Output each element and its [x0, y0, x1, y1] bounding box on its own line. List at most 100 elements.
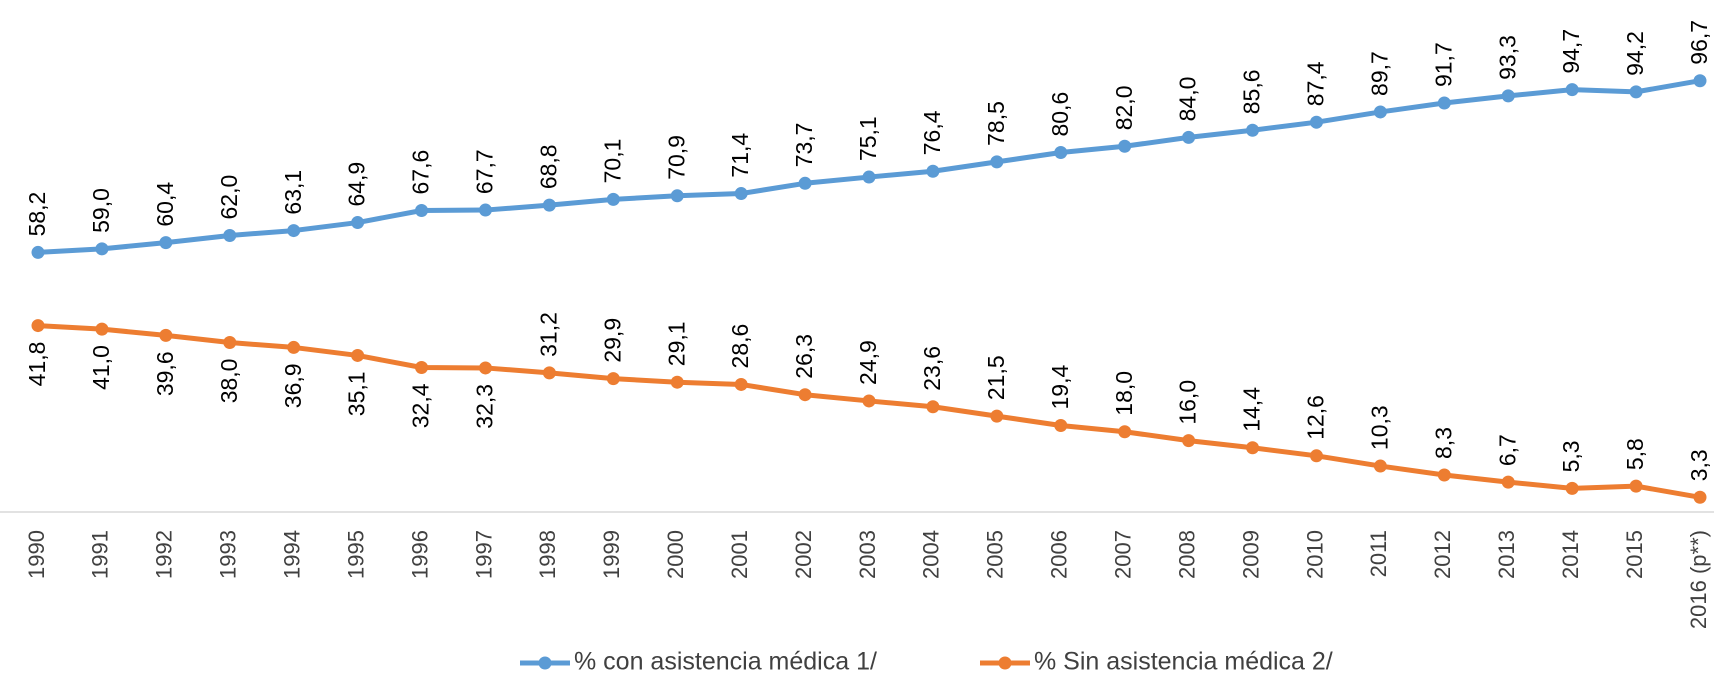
data-label: 84,0: [1175, 77, 1201, 122]
data-label: 6,7: [1494, 434, 1520, 466]
data-point: [1437, 96, 1451, 110]
data-label: 94,2: [1622, 31, 1648, 76]
x-tick-label: 2000: [663, 530, 688, 579]
data-point: [798, 176, 812, 190]
data-point: [31, 245, 45, 259]
data-point: [606, 192, 620, 206]
x-tick-label: 2003: [855, 530, 880, 579]
data-point: [1118, 425, 1132, 439]
data-point: [670, 189, 684, 203]
data-label: 23,6: [919, 346, 945, 391]
x-tick-label: 1991: [88, 530, 113, 579]
data-label: 60,4: [152, 182, 178, 227]
data-label: 21,5: [983, 355, 1009, 400]
data-label: 76,4: [919, 110, 945, 155]
data-point: [1629, 85, 1643, 99]
data-label: 32,4: [408, 383, 434, 428]
x-tick-label: 1994: [280, 530, 305, 579]
data-label: 80,6: [1047, 92, 1073, 137]
data-label: 71,4: [727, 133, 753, 178]
data-point: [1565, 481, 1579, 495]
data-point: [1501, 475, 1515, 489]
data-label: 10,3: [1366, 405, 1392, 450]
legend-marker: [538, 656, 552, 670]
data-label: 68,8: [535, 144, 561, 189]
data-point: [1309, 449, 1323, 463]
data-point: [862, 170, 876, 184]
x-tick-label: 1997: [471, 530, 496, 579]
data-point: [542, 198, 556, 212]
data-label: 41,0: [88, 345, 114, 390]
x-tick-label: 1998: [535, 530, 560, 579]
data-label: 36,9: [280, 363, 306, 408]
data-point: [990, 409, 1004, 423]
data-label: 89,7: [1366, 51, 1392, 96]
data-point: [1565, 83, 1579, 97]
x-tick-label: 2001: [727, 530, 752, 579]
data-label: 5,3: [1558, 440, 1584, 472]
x-tick-label: 2007: [1111, 530, 1136, 579]
data-point: [478, 361, 492, 375]
x-tick-label: 1990: [24, 530, 49, 579]
data-point: [1246, 123, 1260, 137]
data-label: 64,9: [344, 162, 370, 207]
data-point: [159, 236, 173, 250]
x-tick-label: 2012: [1430, 530, 1455, 579]
data-point: [287, 340, 301, 354]
data-point: [862, 394, 876, 408]
data-label: 24,9: [855, 340, 881, 385]
data-point: [31, 319, 45, 333]
x-tick-label: 1995: [343, 530, 368, 579]
data-label: 5,8: [1622, 438, 1648, 470]
data-point: [1054, 146, 1068, 160]
data-label: 62,0: [216, 175, 242, 220]
data-label: 93,3: [1494, 35, 1520, 80]
data-point: [1501, 89, 1515, 103]
data-point: [351, 348, 365, 362]
data-point: [351, 216, 365, 230]
data-label: 70,1: [599, 139, 625, 184]
data-label: 67,7: [472, 149, 498, 194]
data-label: 82,0: [1111, 86, 1137, 131]
data-point: [926, 164, 940, 178]
x-tick-label: 1996: [407, 530, 432, 579]
data-point: [1182, 434, 1196, 448]
x-tick-label: 2016 (p**): [1686, 530, 1711, 629]
data-label: 94,7: [1558, 29, 1584, 74]
data-point: [415, 204, 429, 218]
data-point: [1054, 418, 1068, 432]
data-label: 12,6: [1303, 395, 1329, 440]
data-point: [95, 322, 109, 336]
data-point: [287, 224, 301, 238]
data-label: 70,9: [663, 135, 689, 180]
data-point: [415, 360, 429, 374]
x-tick-label: 2013: [1494, 530, 1519, 579]
data-label: 67,6: [408, 150, 434, 195]
data-point: [1309, 115, 1323, 129]
x-tick-label: 1999: [599, 530, 624, 579]
data-label: 35,1: [344, 371, 370, 416]
data-label: 96,7: [1686, 20, 1712, 65]
x-tick-label: 2015: [1622, 530, 1647, 579]
data-point: [1437, 468, 1451, 482]
data-point: [159, 328, 173, 342]
data-point: [734, 187, 748, 201]
data-label: 38,0: [216, 359, 242, 404]
data-label: 29,9: [599, 318, 625, 363]
legend-marker: [998, 656, 1012, 670]
data-point: [1629, 479, 1643, 493]
data-label: 41,8: [24, 342, 50, 387]
data-label: 59,0: [88, 188, 114, 233]
data-label: 16,0: [1175, 380, 1201, 425]
data-point: [542, 366, 556, 380]
data-label: 78,5: [983, 101, 1009, 146]
data-point: [606, 372, 620, 386]
data-point: [670, 375, 684, 389]
data-point: [223, 336, 237, 350]
x-tick-label: 2009: [1238, 530, 1263, 579]
data-point: [1693, 74, 1707, 88]
data-label: 91,7: [1430, 42, 1456, 87]
data-point: [1246, 441, 1260, 455]
data-label: 8,3: [1430, 427, 1456, 459]
data-label: 39,6: [152, 351, 178, 396]
